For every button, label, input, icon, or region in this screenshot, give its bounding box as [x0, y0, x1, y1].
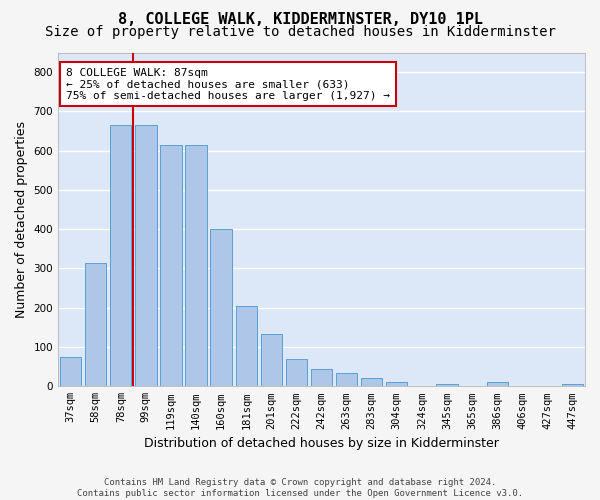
Bar [311, 368, 332, 386]
Bar [211, 229, 232, 386]
Text: Size of property relative to detached houses in Kidderminster: Size of property relative to detached ho… [44, 25, 556, 39]
Bar [336, 372, 357, 386]
Bar [562, 384, 583, 386]
Bar [236, 306, 257, 386]
X-axis label: Distribution of detached houses by size in Kidderminster: Distribution of detached houses by size … [144, 437, 499, 450]
Bar [185, 145, 207, 386]
Text: Contains HM Land Registry data © Crown copyright and database right 2024.
Contai: Contains HM Land Registry data © Crown c… [77, 478, 523, 498]
Text: 8 COLLEGE WALK: 87sqm
← 25% of detached houses are smaller (633)
75% of semi-det: 8 COLLEGE WALK: 87sqm ← 25% of detached … [66, 68, 390, 100]
Bar [286, 359, 307, 386]
Bar [361, 378, 382, 386]
Bar [260, 334, 282, 386]
Bar [110, 125, 131, 386]
Bar [487, 382, 508, 386]
Bar [85, 262, 106, 386]
Text: 8, COLLEGE WALK, KIDDERMINSTER, DY10 1PL: 8, COLLEGE WALK, KIDDERMINSTER, DY10 1PL [118, 12, 482, 28]
Bar [436, 384, 458, 386]
Bar [386, 382, 407, 386]
Bar [135, 125, 157, 386]
Bar [160, 145, 182, 386]
Bar [60, 357, 81, 386]
Y-axis label: Number of detached properties: Number of detached properties [15, 121, 28, 318]
